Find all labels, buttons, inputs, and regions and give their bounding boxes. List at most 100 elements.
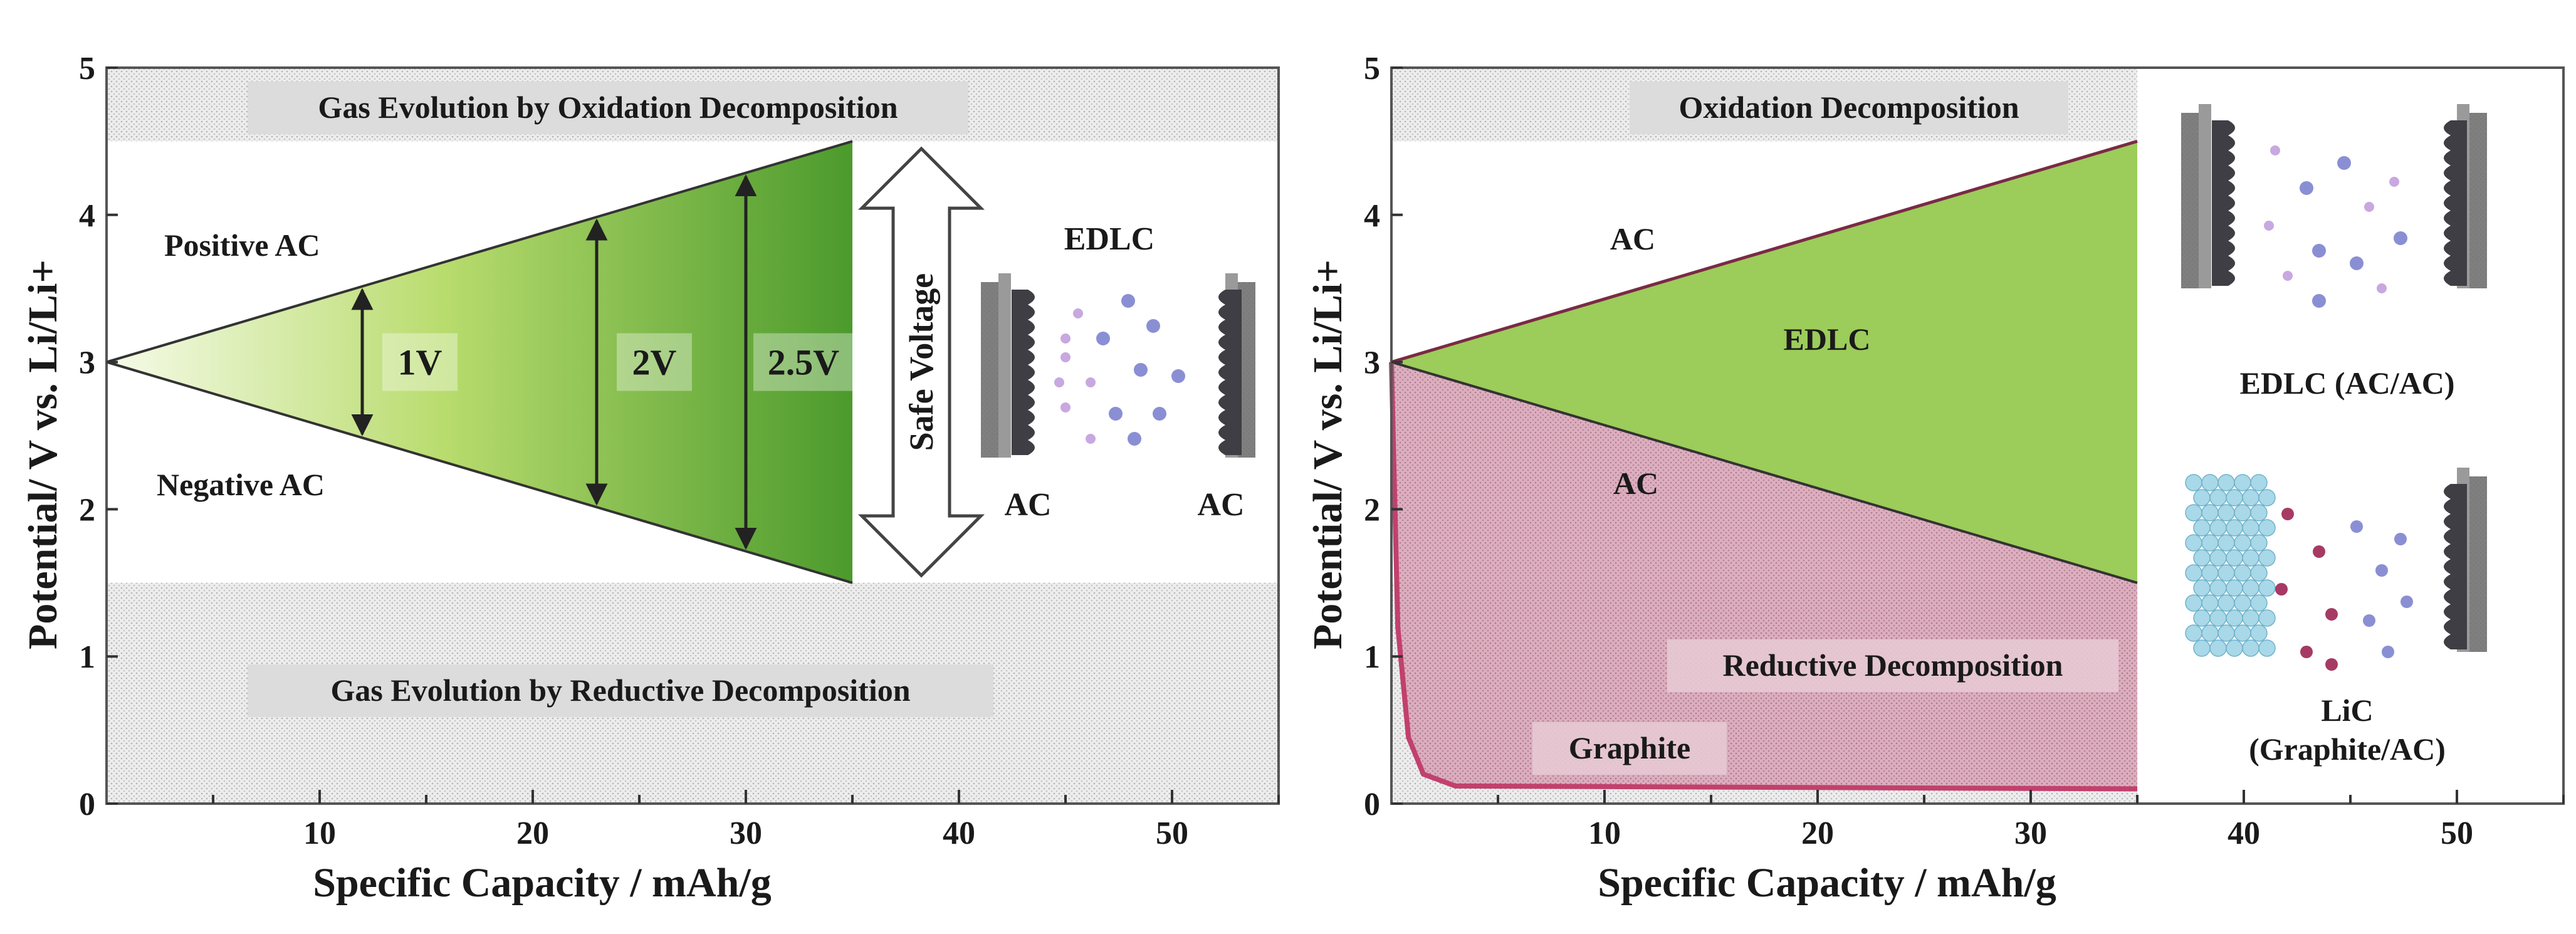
graphite-cell-11-1 (2209, 639, 2227, 657)
positive-ac-line (106, 140, 853, 364)
graphite-label-bg (1532, 722, 1727, 775)
graphite-cell-7-3 (2242, 579, 2259, 597)
chart-right: Oxidation Decomposition Reductive Decompo… (1305, 51, 2565, 906)
graphite-cell-10-0 (2185, 624, 2202, 642)
band-label-top: Oxidation Decomposition (1678, 90, 2019, 125)
graphite-cell-4-1 (2201, 534, 2219, 552)
d2-ion-4 (2300, 646, 2313, 658)
ion-12 (1128, 432, 1141, 446)
electrode-left-label: AC (1004, 487, 1051, 523)
graphite-cell-8-3 (2234, 594, 2251, 612)
graphite-cell-0-0 (2185, 474, 2202, 491)
ion-1 (1096, 332, 1110, 345)
y-tick-label-2: 2 (1364, 492, 1380, 528)
graphite-cell-10-4 (2250, 624, 2268, 642)
chart-left: 1V 2V 2.5V Gas Evolution by Oxidation Decom… (20, 51, 1280, 906)
d1-ion-8 (2389, 177, 2399, 187)
plot-frame (105, 66, 1280, 805)
x-tick-label-4: 50 (2441, 816, 2473, 851)
ion-11 (1054, 377, 1064, 387)
graphite-cell-1-1 (2209, 489, 2227, 506)
safe-voltage-label: Safe Voltage (903, 273, 940, 451)
y-axis-title: Potential/ V vs. Li/Li+ (1305, 260, 1351, 649)
graphite-cell-7-0 (2193, 579, 2211, 597)
d1-ion-4 (2283, 271, 2293, 281)
d2-ion-9 (2401, 596, 2413, 608)
graphite-cell-11-4 (2258, 639, 2276, 657)
plot-frame (1390, 66, 2565, 805)
graphite-cell-0-2 (2217, 474, 2235, 491)
band-label-bg-top (1630, 81, 2068, 134)
d1-surface-left (2212, 120, 2235, 286)
d2-ion-6 (2375, 564, 2388, 577)
d2-ion-3 (2325, 608, 2338, 621)
y-tick-label-3: 3 (1364, 345, 1380, 381)
graphite-cell-11-3 (2242, 639, 2259, 657)
x-tick-label-3: 40 (943, 816, 975, 851)
graphite-cell-9-3 (2242, 609, 2259, 627)
graphite-cell-5-1 (2209, 549, 2227, 567)
graphite-cell-10-2 (2217, 624, 2235, 642)
ac-bottom-label: AC (1613, 466, 1658, 501)
y-tick-label-1: 1 (79, 639, 95, 675)
graphite-cell-4-2 (2217, 534, 2235, 552)
y-tick-label-2: 2 (79, 492, 95, 528)
y-tick-label-0: 0 (79, 787, 95, 822)
graphite-cell-3-3 (2242, 519, 2259, 537)
graphite-cell-7-2 (2226, 579, 2243, 597)
x-tick-label-0: 10 (303, 816, 336, 851)
graphite-cell-8-4 (2250, 594, 2268, 612)
graphite-cell-4-0 (2185, 534, 2202, 552)
d1-ion-11 (2312, 294, 2326, 308)
voltage-label-0: 1V (398, 342, 442, 383)
x-axis-title: Specific Capacity / mAh/g (1598, 860, 2056, 906)
d1-ion-9 (2394, 231, 2407, 245)
ion-13 (1171, 369, 1185, 383)
graphite-cell-9-2 (2226, 609, 2243, 627)
d1-ion-10 (2377, 283, 2387, 293)
d2-surface-right (2444, 484, 2467, 649)
graphite-cell-5-2 (2226, 549, 2243, 567)
graphite-cell-1-3 (2242, 489, 2259, 506)
electrode-right-label: AC (1197, 487, 1244, 523)
d1-surface-right (2444, 120, 2467, 286)
x-tick-label-0: 10 (1588, 816, 1621, 851)
device1-caption: EDLC (AC/AC) (2239, 365, 2454, 401)
d2-ion-11 (2325, 658, 2338, 671)
graphite-cell-11-2 (2226, 639, 2243, 657)
device2-caption-2: (Graphite/AC) (2249, 732, 2446, 767)
graphite-cell-9-1 (2209, 609, 2227, 627)
ion-9 (1086, 434, 1096, 444)
graphite-cell-6-0 (2185, 564, 2202, 582)
ion-5 (1134, 363, 1148, 377)
negative-ac-line (106, 360, 853, 584)
ac-surface-right (1218, 290, 1242, 455)
ac-surface-left (1012, 290, 1035, 455)
graphite-cell-2-4 (2250, 504, 2268, 522)
graphite-cell-4-3 (2234, 534, 2251, 552)
graphite-cell-6-3 (2234, 564, 2251, 582)
positive-ac-label: Positive AC (164, 228, 320, 263)
edlc-ac-ac-device: EDLC (AC/AC) (2181, 104, 2487, 401)
device2-caption-1: LiC (2321, 693, 2373, 728)
d1-plate-left (2181, 104, 2211, 288)
graphite-cell-1-0 (2193, 489, 2211, 506)
band-label-bg-bottom (248, 664, 993, 717)
ion-14 (1060, 333, 1071, 344)
graphite-cell-3-4 (2258, 519, 2276, 537)
ac-positive-line (1391, 140, 2138, 364)
ion-0 (1073, 308, 1083, 318)
graphite-cell-2-3 (2234, 504, 2251, 522)
graphite-cell-9-4 (2258, 609, 2276, 627)
graphite-cell-0-3 (2234, 474, 2251, 491)
graphite-cell-3-2 (2226, 519, 2243, 537)
d2-ion-10 (2382, 646, 2394, 658)
graphite-cell-0-1 (2201, 474, 2219, 491)
graphite-cell-3-1 (2209, 519, 2227, 537)
graphite-cell-10-1 (2201, 624, 2219, 642)
d1-ion-3 (2312, 244, 2326, 258)
d1-ion-2 (2264, 221, 2274, 231)
edlc-device: EDLC AC AC (981, 221, 1255, 523)
y-tick-label-3: 3 (79, 345, 95, 381)
